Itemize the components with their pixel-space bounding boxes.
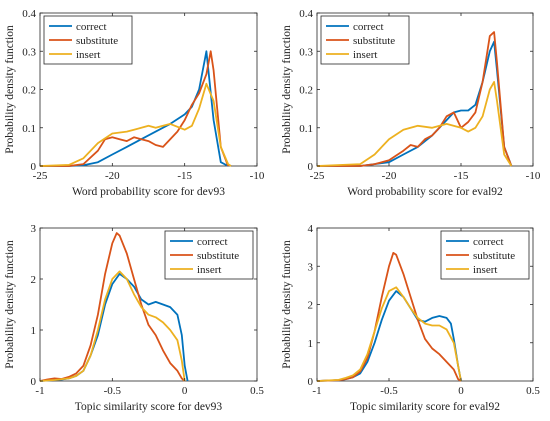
y-tick-label: 0: [308, 376, 314, 388]
y-tick-label: 0.4: [22, 8, 36, 20]
y-tick-label: 0: [31, 376, 37, 388]
y-tick-label: 0: [31, 161, 37, 173]
legend-label-correct: correct: [353, 21, 384, 33]
legend-label-substitute: substitute: [353, 35, 395, 47]
x-tick-label: -25: [33, 170, 48, 182]
legend: correct substitute insert: [440, 230, 530, 280]
legend-label-correct: correct: [197, 236, 228, 248]
legend-label-substitute: substitute: [76, 35, 118, 47]
legend-label-insert: insert: [353, 49, 377, 61]
series-line-insert: [316, 81, 513, 167]
y-tick-label: 0.2: [299, 85, 313, 97]
y-tick-label: 0: [308, 161, 314, 173]
legend-label-substitute: substitute: [473, 250, 515, 262]
x-axis-label: Topic similarity score for eval92: [350, 401, 500, 413]
series-line-substitute: [316, 251, 462, 382]
x-tick-label: -1: [312, 385, 321, 397]
series-line-correct: [40, 50, 229, 167]
series-line-substitute: [39, 232, 186, 382]
subplot-2: -25 -20 -15 -10 0 0.1 0.2 0.3 0.4 Word probabilit…: [281, 8, 541, 198]
subplot-1: -25 -20 -15 -10 0 0.1 0.2 0.3 0.4 Word probabilit…: [4, 8, 265, 198]
x-axis-label: Topic similarity score for dev93: [75, 401, 223, 413]
y-axis-label: Probability density function: [4, 240, 16, 369]
x-axis-label: Word probability score for dev93: [72, 186, 225, 198]
x-tick-label: 0: [458, 385, 464, 397]
y-tick-label: 3: [31, 223, 37, 235]
series-line-substitute: [317, 31, 513, 167]
series-line-insert: [39, 270, 186, 382]
y-tick-label: 0.3: [299, 46, 313, 58]
series-line-substitute: [40, 50, 229, 167]
x-tick-label: 0.5: [526, 385, 540, 397]
y-tick-label: 2: [31, 274, 37, 286]
legend-label-insert: insert: [197, 264, 221, 276]
y-tick-label: 1: [308, 338, 314, 350]
subplot-4: -1 -0.5 0 0.5 0 1 2 3 4 Topic similarity score fo…: [281, 223, 540, 413]
legend-label-insert: insert: [473, 264, 497, 276]
x-tick-label: -10: [250, 170, 265, 182]
x-tick-label: 0.5: [250, 385, 264, 397]
y-axis-label: Probability density function: [281, 25, 293, 154]
legend-label-correct: correct: [473, 236, 504, 248]
x-tick-label: -20: [382, 170, 397, 182]
x-tick-label: -25: [310, 170, 325, 182]
legend-label-insert: insert: [76, 49, 100, 61]
series-line-insert: [316, 286, 462, 382]
legend: correct substitute insert: [43, 15, 133, 65]
y-tick-label: 0.2: [22, 85, 36, 97]
x-tick-label: -0.5: [104, 385, 122, 397]
subplot-3: -1 -0.5 0 0.5 0 1 2 3 Topic similarity score for…: [4, 223, 264, 413]
legend-label-correct: correct: [76, 21, 107, 33]
y-tick-label: 0.1: [299, 123, 313, 135]
x-axis-label: Word probability score for eval92: [347, 186, 503, 198]
y-tick-label: 4: [308, 223, 314, 235]
x-tick-label: -15: [454, 170, 469, 182]
y-axis-label: Probability density function: [4, 25, 16, 154]
y-tick-label: 3: [308, 261, 314, 273]
x-tick-label: -0.5: [380, 385, 398, 397]
x-tick-label: -10: [526, 170, 541, 182]
legend-label-substitute: substitute: [197, 250, 239, 262]
y-tick-label: 0.4: [299, 8, 313, 20]
y-tick-label: 0.3: [22, 46, 36, 58]
legend: correct substitute insert: [164, 230, 254, 280]
y-axis-label: Probability density function: [281, 240, 293, 369]
y-tick-label: 0.1: [22, 123, 36, 135]
x-tick-label: -20: [105, 170, 120, 182]
y-tick-label: 2: [308, 300, 314, 312]
x-tick-label: -1: [35, 385, 44, 397]
y-tick-label: 1: [31, 325, 37, 337]
legend: correct substitute insert: [320, 15, 410, 65]
series-line-insert: [39, 82, 232, 167]
x-tick-label: 0: [182, 385, 188, 397]
x-tick-label: -15: [177, 170, 192, 182]
